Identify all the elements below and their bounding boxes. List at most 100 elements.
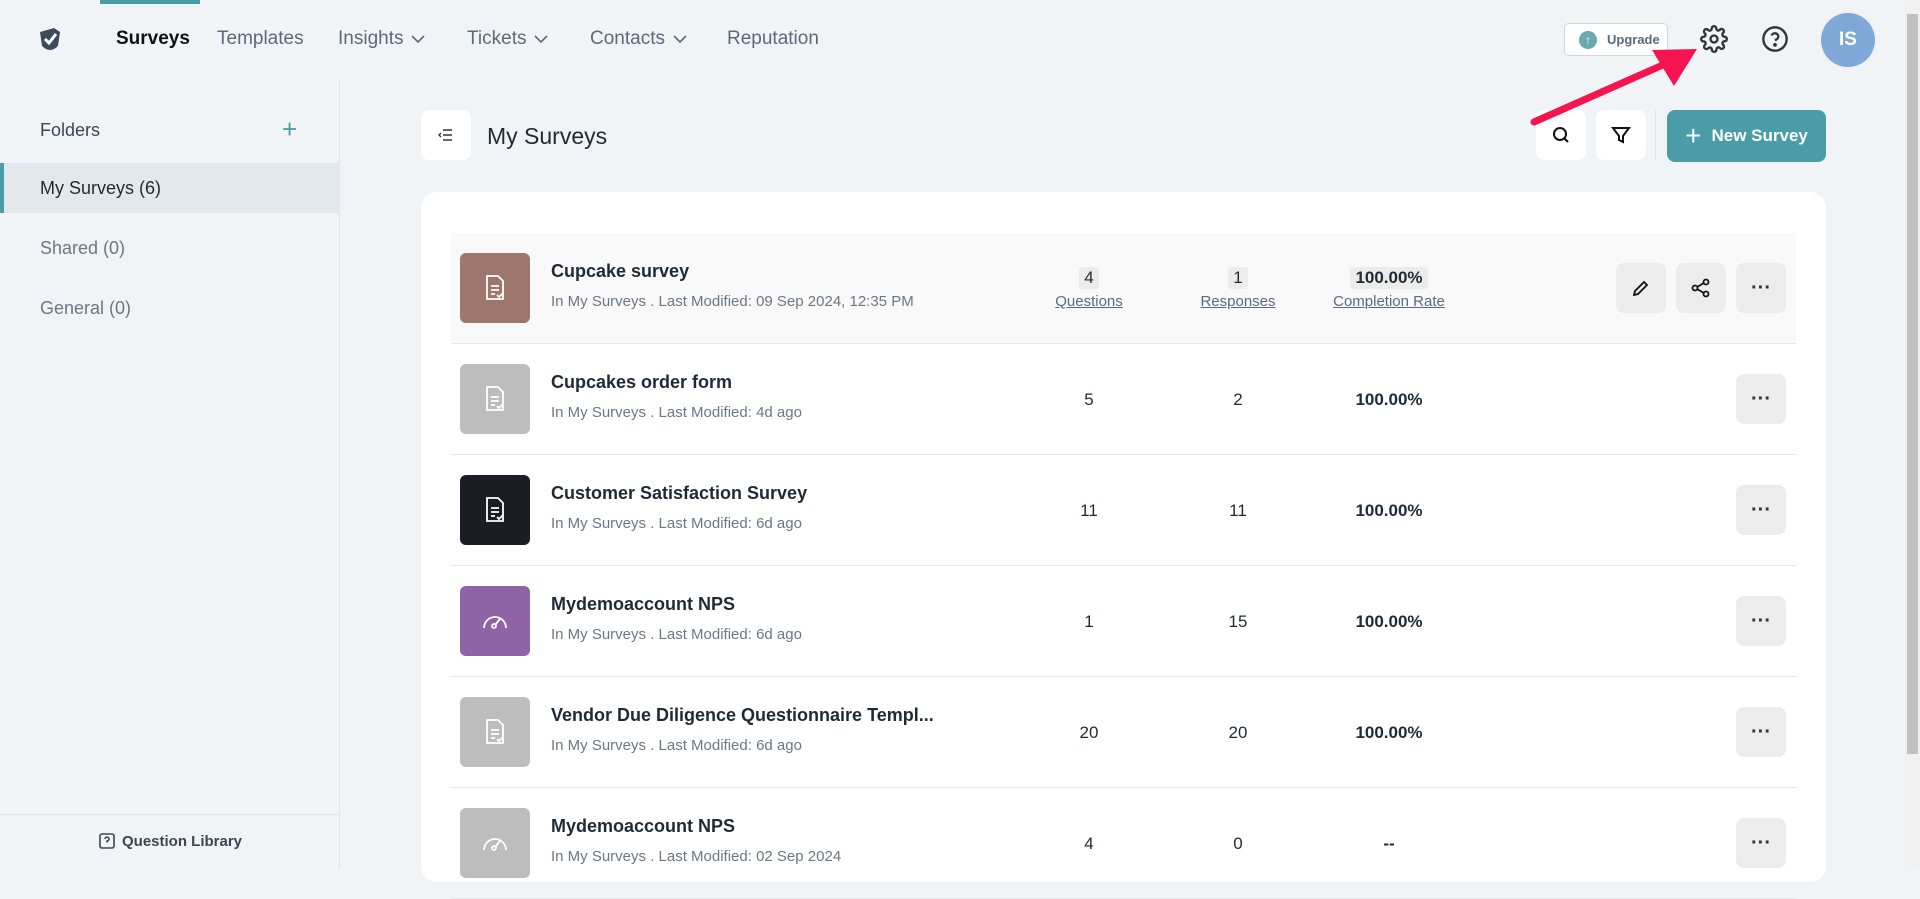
nav-tab-contacts[interactable]: Contacts: [590, 28, 687, 50]
sidebar-toggle-button[interactable]: [421, 110, 471, 160]
help-button[interactable]: [1758, 22, 1792, 56]
ellipsis-icon: ···: [1751, 609, 1771, 632]
completion-stat: 100.00%: [1355, 722, 1423, 742]
survey-row[interactable]: Vendor Due Diligence Questionnaire Templ…: [451, 677, 1796, 788]
document-check-icon: [486, 386, 504, 411]
folders-heading: Folders: [40, 120, 101, 140]
more-options-button[interactable]: ···: [1736, 485, 1786, 535]
survey-row[interactable]: Cupcake survey In My Surveys . Last Modi…: [451, 233, 1796, 344]
survey-meta: In My Surveys . Last Modified: 6d ago: [551, 737, 802, 754]
add-folder-button[interactable]: +: [282, 114, 298, 144]
responses-stat[interactable]: 1 Responses: [1200, 267, 1276, 310]
chevron-down-icon: [534, 35, 549, 44]
book-icon: [99, 833, 115, 849]
question-library-button[interactable]: Question Library: [98, 832, 242, 850]
survey-title[interactable]: Mydemoaccount NPS: [551, 816, 736, 836]
survey-thumbnail: [460, 475, 530, 545]
responses-stat: 20: [1228, 722, 1248, 742]
more-options-button[interactable]: ···: [1736, 596, 1786, 646]
questions-stat[interactable]: 4 Questions: [1055, 267, 1123, 310]
responses-label[interactable]: Responses: [1200, 293, 1276, 310]
survey-title[interactable]: Mydemoaccount NPS: [551, 594, 736, 614]
responses-stat: 15: [1228, 611, 1248, 631]
survey-row[interactable]: Mydemoaccount NPS In My Surveys . Last M…: [451, 566, 1796, 677]
nav-tab-templates[interactable]: Templates: [217, 28, 304, 49]
ellipsis-icon: ···: [1751, 387, 1771, 410]
scrollbar-thumb[interactable]: [1907, 14, 1918, 754]
arrow-up-icon: ↑: [1579, 30, 1597, 49]
gauge-icon: [483, 838, 507, 851]
gear-icon: [1700, 25, 1728, 53]
survey-thumbnail: [460, 253, 530, 323]
responses-stat: 11: [1229, 500, 1247, 520]
survey-title[interactable]: Cupcake survey: [551, 261, 690, 281]
divider: [1655, 110, 1656, 160]
folder-item[interactable]: Shared (0): [40, 237, 126, 258]
search-icon: [1553, 127, 1569, 143]
app-logo[interactable]: [34, 24, 66, 56]
folder-item[interactable]: My Surveys (6): [0, 163, 340, 213]
settings-button[interactable]: [1697, 22, 1731, 56]
survey-meta: In My Surveys . Last Modified: 09 Sep 20…: [551, 293, 914, 310]
nav-tab-tickets[interactable]: Tickets: [467, 28, 549, 50]
share-icon: [1691, 278, 1710, 298]
chevron-down-icon: [673, 35, 687, 44]
search-button[interactable]: [1536, 110, 1586, 160]
survey-row[interactable]: Mydemoaccount NPS In My Surveys . Last M…: [451, 788, 1796, 899]
folder-sidebar: Folders + My Surveys (6) Shared (0) Genera…: [0, 80, 340, 869]
folder-item[interactable]: General (0): [40, 297, 132, 318]
filter-button[interactable]: [1596, 110, 1646, 160]
nav-tab-surveys[interactable]: Surveys: [116, 28, 190, 49]
questions-label[interactable]: Questions: [1055, 293, 1123, 310]
survey-row[interactable]: Cupcakes order form In My Surveys . Last…: [451, 344, 1796, 455]
nav-tab-insights[interactable]: Insights: [338, 28, 426, 50]
ellipsis-icon: ···: [1751, 498, 1771, 521]
document-check-icon: [486, 497, 504, 522]
user-avatar[interactable]: IS: [1821, 13, 1875, 67]
more-options-button[interactable]: ···: [1736, 818, 1786, 868]
completion-stat: 100.00%: [1355, 389, 1423, 409]
nav-tab-reputation[interactable]: Reputation: [727, 28, 819, 49]
ellipsis-icon: ···: [1751, 720, 1771, 743]
gauge-icon: [483, 616, 507, 629]
responses-stat: 0: [1233, 833, 1243, 853]
survey-meta: In My Surveys . Last Modified: 4d ago: [551, 404, 802, 421]
survey-thumbnail: [460, 586, 530, 656]
filter-icon: [1611, 127, 1631, 144]
new-survey-button[interactable]: + New Survey: [1667, 110, 1826, 162]
more-options-button[interactable]: ···: [1736, 707, 1786, 757]
survey-title[interactable]: Vendor Due Diligence Questionnaire Templ…: [551, 705, 934, 725]
questions-stat: 20: [1079, 722, 1099, 742]
collapse-menu-icon: [438, 129, 452, 141]
responses-stat: 2: [1233, 389, 1243, 409]
questions-stat: 5: [1084, 389, 1094, 409]
survey-title[interactable]: Cupcakes order form: [551, 372, 733, 392]
questions-stat: 11: [1080, 500, 1098, 520]
pencil-icon: [1632, 280, 1649, 297]
survey-title[interactable]: Customer Satisfaction Survey: [551, 483, 808, 503]
survey-meta: In My Surveys . Last Modified: 02 Sep 20…: [551, 848, 842, 865]
completion-label[interactable]: Completion Rate: [1333, 293, 1445, 310]
share-button[interactable]: [1676, 263, 1726, 313]
more-options-button[interactable]: ···: [1736, 374, 1786, 424]
completion-stat: --: [1383, 833, 1395, 853]
more-options-button[interactable]: ···: [1736, 263, 1786, 313]
survey-list: Cupcake survey In My Surveys . Last Modi…: [421, 192, 1826, 899]
questions-stat: 4: [1084, 833, 1094, 853]
ellipsis-icon: ···: [1751, 831, 1771, 854]
document-check-icon: [486, 275, 504, 300]
active-tab-indicator: [100, 0, 200, 4]
completion-stat: 100.00%: [1355, 611, 1423, 631]
chevron-down-icon: [411, 35, 426, 44]
survey-thumbnail: [460, 364, 530, 434]
survey-meta: In My Surveys . Last Modified: 6d ago: [551, 515, 802, 532]
completion-stat[interactable]: 100.00% Completion Rate: [1333, 267, 1445, 310]
upgrade-button[interactable]: ↑ Upgrade: [1564, 23, 1668, 56]
ellipsis-icon: ···: [1751, 276, 1771, 299]
survey-thumbnail: [460, 697, 530, 767]
completion-stat: 100.00%: [1355, 500, 1423, 520]
edit-button[interactable]: [1616, 263, 1666, 313]
top-navigation: Surveys Templates Insights Tickets Contacts R…: [0, 0, 1905, 80]
survey-row[interactable]: Customer Satisfaction Survey In My Surve…: [451, 455, 1796, 566]
survey-meta: In My Surveys . Last Modified: 6d ago: [551, 626, 802, 643]
